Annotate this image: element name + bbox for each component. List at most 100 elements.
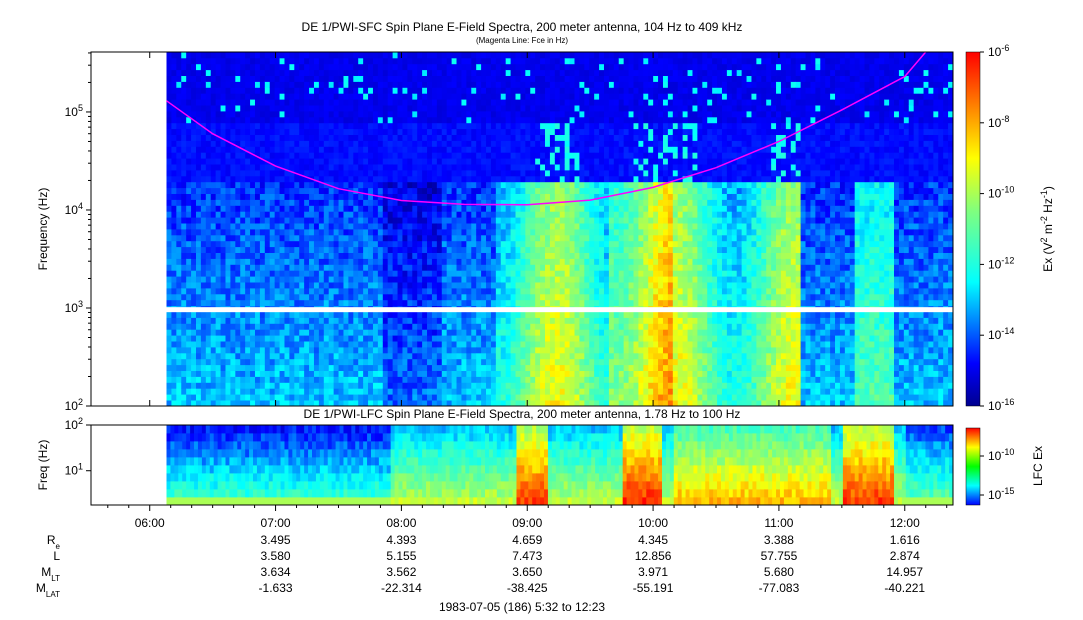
spectrogram-cell: [481, 282, 487, 289]
spectrogram-cell: [530, 293, 536, 301]
spectrogram-cell: [392, 270, 398, 277]
spectrogram-cell: [264, 388, 271, 395]
spectrogram-cell: [264, 128, 271, 135]
spectrogram-cell: [392, 364, 398, 371]
spectrogram-cell: [176, 205, 182, 212]
spectrogram-cell: [476, 388, 482, 395]
spectrogram-cell: [309, 134, 315, 141]
spectrogram-cell: [166, 158, 172, 165]
spectrogram-cell: [363, 234, 369, 242]
spectrogram-cell: [431, 270, 438, 277]
spectrogram-cell: [196, 81, 202, 88]
spectrogram-cell: [235, 352, 241, 360]
spectrogram-cell: [171, 111, 177, 118]
spectrogram-cell: [225, 246, 231, 253]
spectrogram-cell: [353, 75, 359, 82]
spectrogram-cell: [191, 93, 197, 100]
spectrogram-cell: [215, 293, 221, 301]
spectrogram-cell: [387, 87, 394, 94]
spectrogram-cell: [387, 205, 394, 212]
spectrogram-cell: [402, 400, 408, 406]
spectrogram-cell: [220, 164, 226, 171]
spectrogram-cell: [348, 69, 354, 76]
spectrogram-cell: [368, 93, 374, 100]
spectrogram-cell: [422, 276, 428, 283]
spectrogram-cell: [392, 317, 398, 324]
spectrogram-cell: [269, 140, 276, 147]
spectrogram-cell: [166, 116, 172, 124]
spectrogram-cell: [166, 105, 172, 112]
spectrogram-cell: [412, 352, 418, 360]
spectrogram-cell: [323, 69, 330, 76]
spectrogram-cell: [235, 293, 241, 301]
spectrogram-cell: [225, 69, 231, 76]
spectrogram-cell: [353, 311, 359, 318]
spectrogram-cell: [250, 341, 256, 348]
spectrogram-cell: [466, 128, 472, 135]
spectrogram-cell: [176, 187, 182, 194]
spectrogram-cell: [441, 382, 448, 389]
spectrogram-cell: [510, 105, 516, 112]
spectrogram-cell: [279, 116, 285, 124]
spectrogram-cell: [279, 152, 285, 159]
spectrogram-cell: [431, 152, 438, 159]
spectrogram-cell: [299, 329, 305, 336]
spectrogram-cell: [215, 335, 221, 342]
spectrogram-cell: [323, 370, 330, 377]
spectrogram-cell: [343, 323, 349, 330]
spectrogram-cell: [171, 52, 177, 59]
spectrogram-cell: [495, 234, 502, 242]
spectrogram-cell: [407, 234, 413, 242]
spectrogram-cell: [279, 63, 285, 71]
spectrogram-cell: [554, 105, 561, 112]
spectrogram-cell: [304, 293, 310, 301]
spectrogram-cell: [436, 158, 443, 165]
spectrogram-cell: [456, 229, 462, 236]
spectrogram-cell: [353, 170, 359, 177]
spectrogram-cell: [215, 87, 221, 94]
spectrogram-cell: [186, 93, 192, 100]
spectrogram-cell: [225, 347, 231, 354]
spectrogram-cell: [299, 400, 305, 406]
spectrogram-cell: [569, 293, 575, 301]
spectrogram-cell: [181, 205, 187, 212]
spectrogram-cell: [466, 140, 472, 147]
spectrogram-cell: [166, 317, 172, 324]
spectrogram-cell: [407, 128, 413, 135]
spectrogram-cell: [549, 52, 556, 59]
spectrogram-cell: [176, 170, 182, 177]
spectrogram-cell: [456, 87, 462, 94]
spectrogram-cell: [412, 164, 418, 171]
spectrogram-cell: [486, 181, 492, 189]
spectrogram-cell: [264, 299, 271, 307]
spectrogram-cell: [559, 370, 566, 377]
spectrogram-cell: [245, 282, 251, 289]
spectrogram-cell: [372, 229, 379, 236]
spectrogram-cell: [181, 187, 187, 194]
spectrogram-cell: [535, 347, 541, 354]
spectrogram-cell: [304, 146, 310, 153]
spectrogram-cell: [205, 63, 212, 71]
spectrogram-cell: [510, 311, 516, 318]
spectrogram-cell: [210, 81, 217, 88]
spectrogram-cell: [215, 358, 221, 366]
spectrogram-cell: [250, 382, 256, 389]
spectrogram-cell: [530, 358, 536, 366]
spectrogram-cell: [186, 152, 192, 159]
spectrogram-cell: [289, 317, 295, 324]
spectrogram-cell: [427, 128, 433, 135]
spectrogram-cell: [225, 388, 231, 395]
spectrogram-cell: [520, 57, 526, 65]
spectrogram-cell: [490, 211, 497, 218]
spectrogram-cell: [481, 370, 487, 377]
spectrogram-cell: [196, 211, 202, 218]
spectrogram-cell: [382, 246, 389, 253]
spectrogram-cell: [210, 140, 217, 147]
spectrogram-cell: [505, 352, 511, 360]
spectrogram-cell: [554, 140, 561, 147]
spectrogram-cell: [520, 394, 526, 401]
spectrogram-cell: [284, 364, 290, 371]
spectrogram-cell: [520, 400, 526, 406]
spectrogram-cell: [196, 146, 202, 153]
spectrogram-cell: [510, 282, 516, 289]
